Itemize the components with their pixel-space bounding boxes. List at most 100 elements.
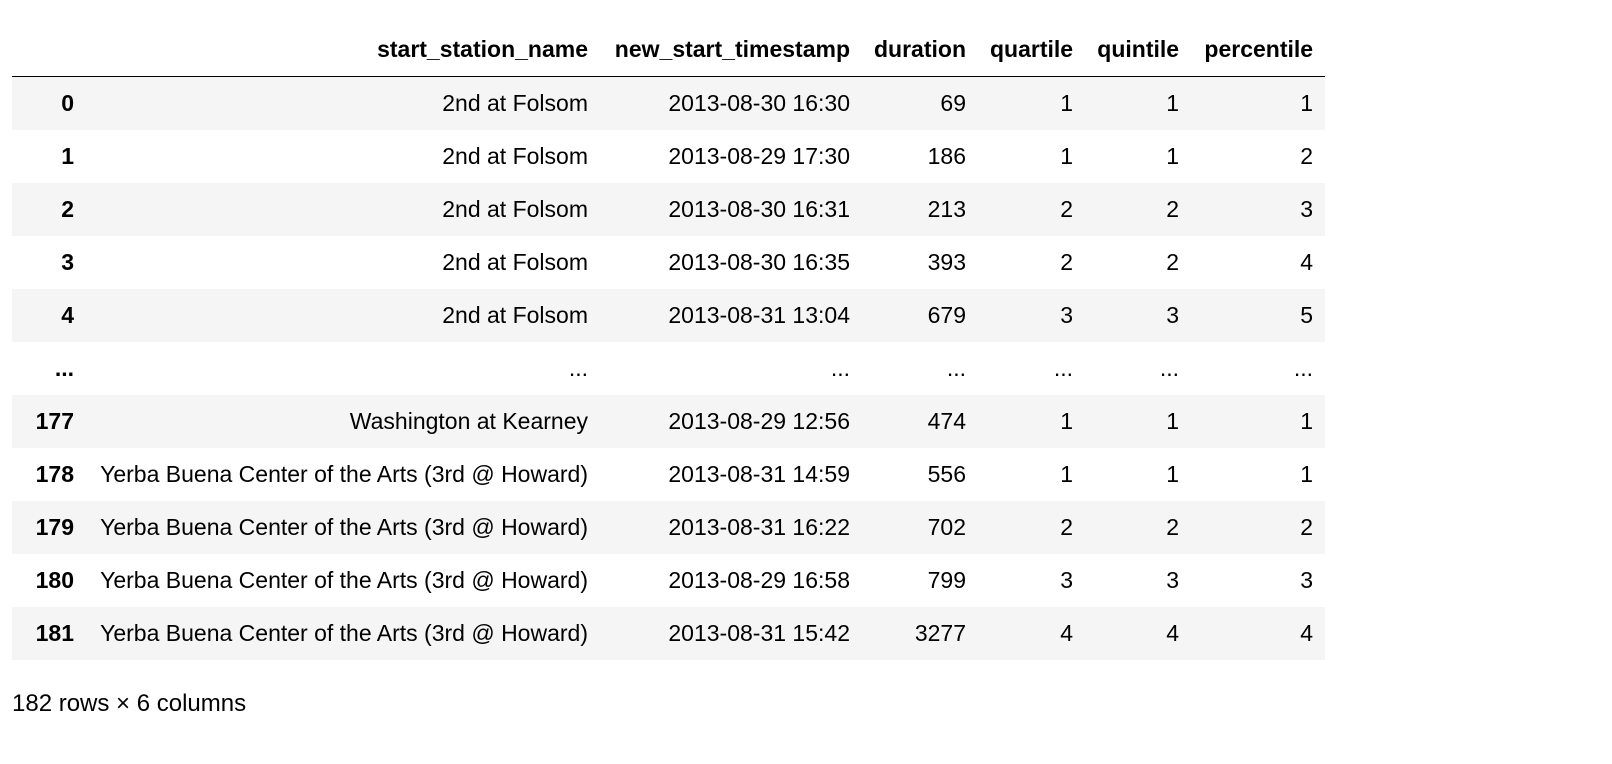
cell-duration: 213 [927,196,966,222]
cell-quintile: 3 [1166,302,1180,328]
cell-new-start-timestamp: 2013-08-30 16:30 [668,90,850,116]
row-index: 0 [61,90,74,116]
cell-new-start-timestamp: 2013-08-30 16:31 [668,196,850,222]
cell-new-start-timestamp: 2013-08-31 15:42 [668,620,850,646]
cell-start-station-name: Washington at Kearney [349,408,588,434]
cell-quintile: 1 [1166,90,1180,116]
cell-quintile: 2 [1166,196,1180,222]
row-index: 178 [35,461,74,487]
cell-new-start-timestamp: 2013-08-29 17:30 [668,143,850,169]
table-row: 1 2nd at Folsom 2013-08-29 17:30 186 1 1… [12,130,1326,183]
cell-duration: 702 [927,514,966,540]
column-header-duration: duration [862,22,978,77]
table-header: start_station_name new_start_timestamp d… [12,22,1326,77]
cell-start-station-name: Yerba Buena Center of the Arts (3rd @ Ho… [100,514,588,540]
row-index: 177 [35,408,74,434]
table-row: 180 Yerba Buena Center of the Arts (3rd … [12,554,1326,607]
cell-percentile: 5 [1300,302,1314,328]
row-index: 4 [61,302,74,328]
cell-start-station-name: Yerba Buena Center of the Arts (3rd @ Ho… [100,461,588,487]
cell-start-station-name: 2nd at Folsom [442,302,588,328]
cell-quartile: 2 [1060,249,1074,275]
cell-quartile: 1 [1060,408,1074,434]
index-header [12,22,86,77]
cell-duration: 69 [940,90,966,116]
row-index: 180 [35,567,74,593]
cell-new-start-timestamp: 2013-08-31 16:22 [668,514,850,540]
column-header-new-start-timestamp: new_start_timestamp [600,22,862,77]
cell-start-station-name: 2nd at Folsom [442,196,588,222]
cell-duration: 679 [927,302,966,328]
cell-quintile: ... [1159,355,1180,381]
cell-new-start-timestamp: 2013-08-31 13:04 [668,302,850,328]
cell-quartile: 4 [1060,620,1074,646]
cell-quintile: 2 [1166,514,1180,540]
cell-new-start-timestamp: 2013-08-29 16:58 [668,567,850,593]
table-row: 178 Yerba Buena Center of the Arts (3rd … [12,448,1326,501]
cell-duration: 799 [927,567,966,593]
cell-duration: ... [946,355,966,381]
cell-new-start-timestamp: 2013-08-31 14:59 [668,461,850,487]
cell-start-station-name: ... [568,355,588,381]
cell-new-start-timestamp: ... [830,355,850,381]
cell-quintile: 1 [1166,408,1180,434]
cell-quartile: 1 [1060,461,1074,487]
cell-percentile: 1 [1300,461,1314,487]
cell-quartile: ... [1053,355,1074,381]
cell-quartile: 1 [1060,90,1074,116]
cell-quintile: 1 [1166,143,1180,169]
cell-percentile: 4 [1300,249,1314,275]
cell-quintile: 1 [1166,461,1180,487]
table-row: 0 2nd at Folsom 2013-08-30 16:30 69 1 1 … [12,76,1326,130]
cell-start-station-name: 2nd at Folsom [442,249,588,275]
table-row: 4 2nd at Folsom 2013-08-31 13:04 679 3 3… [12,289,1326,342]
cell-new-start-timestamp: 2013-08-29 12:56 [668,408,850,434]
cell-new-start-timestamp: 2013-08-30 16:35 [668,249,850,275]
cell-start-station-name: 2nd at Folsom [442,143,588,169]
cell-quartile: 1 [1060,143,1074,169]
column-header-quartile: quartile [978,22,1086,77]
cell-percentile: ... [1293,355,1314,381]
row-index: 1 [61,143,74,169]
ellipsis-row: ... ... ... ... ... ... ... [12,342,1326,395]
cell-quintile: 2 [1166,249,1180,275]
cell-quartile: 3 [1060,302,1074,328]
row-index: 181 [35,620,74,646]
table-row: 3 2nd at Folsom 2013-08-30 16:35 393 2 2… [12,236,1326,289]
cell-duration: 474 [927,408,966,434]
cell-percentile: 2 [1300,143,1314,169]
table-body: 0 2nd at Folsom 2013-08-30 16:30 69 1 1 … [12,76,1326,660]
cell-percentile: 1 [1300,90,1314,116]
cell-quartile: 3 [1060,567,1074,593]
cell-percentile: 2 [1300,514,1314,540]
dataframe-table: start_station_name new_start_timestamp d… [12,22,1326,660]
cell-duration: 556 [927,461,966,487]
cell-percentile: 1 [1300,408,1314,434]
column-header-percentile: percentile [1191,22,1326,77]
cell-quartile: 2 [1060,514,1074,540]
dataframe-output: start_station_name new_start_timestamp d… [12,22,1326,717]
table-row: 177 Washington at Kearney 2013-08-29 12:… [12,395,1326,448]
cell-duration: 3277 [914,620,966,646]
cell-duration: 393 [927,249,966,275]
cell-percentile: 4 [1300,620,1314,646]
cell-duration: 186 [927,143,966,169]
header-row: start_station_name new_start_timestamp d… [12,22,1326,77]
column-header-start-station-name: start_station_name [86,22,600,77]
dataframe-shape: 182 rows × 6 columns [12,690,247,717]
cell-start-station-name: Yerba Buena Center of the Arts (3rd @ Ho… [100,620,588,646]
table-row: 181 Yerba Buena Center of the Arts (3rd … [12,607,1326,660]
cell-percentile: 3 [1300,567,1314,593]
cell-start-station-name: Yerba Buena Center of the Arts (3rd @ Ho… [100,567,588,593]
cell-quartile: 2 [1060,196,1074,222]
row-index: ... [54,355,74,381]
table-row: 179 Yerba Buena Center of the Arts (3rd … [12,501,1326,554]
cell-percentile: 3 [1300,196,1314,222]
cell-quintile: 3 [1166,567,1180,593]
cell-start-station-name: 2nd at Folsom [442,90,588,116]
row-index: 179 [35,514,74,540]
cell-quintile: 4 [1166,620,1180,646]
row-index: 2 [61,196,74,222]
row-index: 3 [61,249,74,275]
table-row: 2 2nd at Folsom 2013-08-30 16:31 213 2 2… [12,183,1326,236]
